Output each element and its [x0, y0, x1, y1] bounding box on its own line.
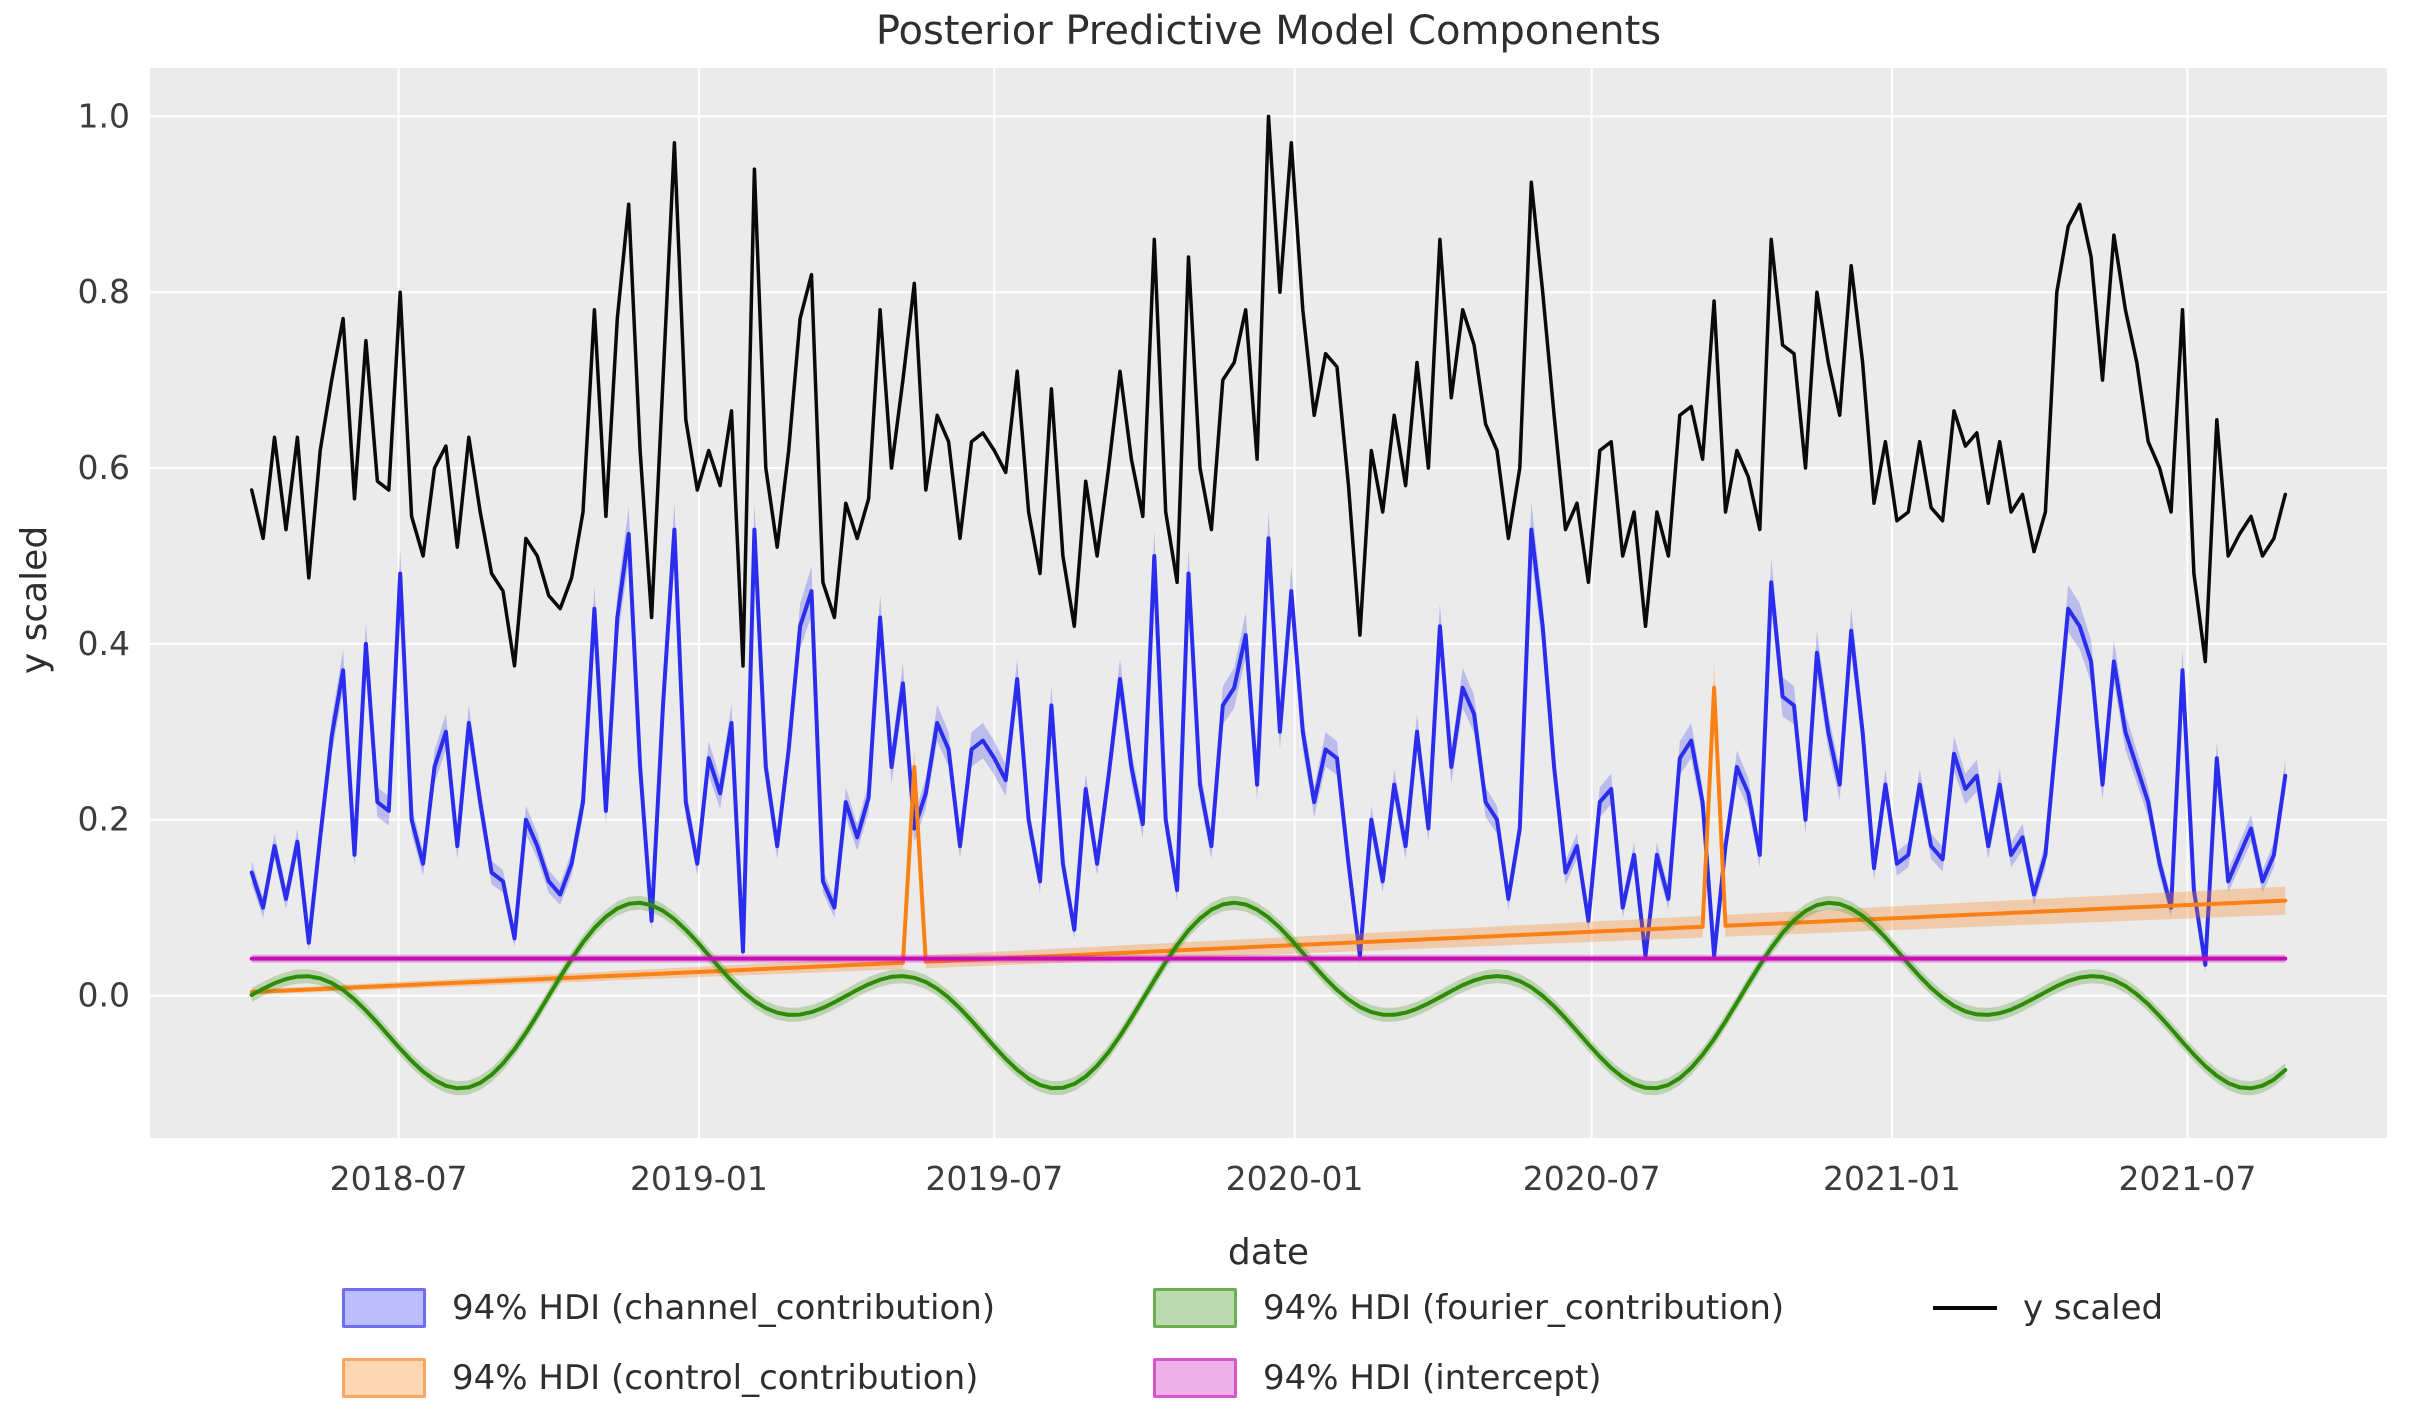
series-line-HDIfourier_contribution	[249, 900, 2288, 1091]
legend-column-3: y scaled	[1933, 1286, 2163, 1330]
legend-label: y scaled	[2023, 1288, 2164, 1328]
y-axis-label: y scaled	[14, 525, 55, 675]
x-axis-label: date	[1227, 1232, 1310, 1273]
legend-item-channel-contribution: 94% HDI (channel_contribution)	[342, 1286, 995, 1330]
legend-item-control-contribution: 94% HDI (control_contribution)	[342, 1356, 995, 1400]
y-tick-label: 0.4	[78, 624, 130, 663]
legend-item-fourier-contribution: 94% HDI (fourier_contribution)	[1153, 1286, 1784, 1330]
legend-label: 94% HDI (intercept)	[1263, 1358, 1602, 1398]
chart-title: Posterior Predictive Model Components	[875, 8, 1662, 54]
x-tick-label: 2021-07	[2118, 1159, 2256, 1198]
legend-column-2: 94% HDI (fourier_contribution) 94% HDI (…	[1153, 1286, 1784, 1400]
x-tick-label: 2020-01	[1226, 1159, 1364, 1198]
legend-column-1: 94% HDI (channel_contribution) 94% HDI (…	[342, 1286, 995, 1400]
series-line-HDIcontrol_contribution	[249, 685, 2288, 995]
y-tick-label: 0.2	[78, 800, 130, 839]
legend-item-intercept: 94% HDI (intercept)	[1153, 1356, 1784, 1400]
legend-label: 94% HDI (control_contribution)	[452, 1358, 979, 1398]
legend-item-y-scaled: y scaled	[1933, 1286, 2163, 1330]
legend-label: 94% HDI (fourier_contribution)	[1263, 1288, 1785, 1328]
x-tick-label: 2021-01	[1823, 1159, 1961, 1198]
y-scaled-line-sample-icon	[1933, 1306, 1997, 1310]
x-tick-label: 2020-07	[1523, 1159, 1661, 1198]
x-tick-label: 2018-07	[330, 1159, 468, 1198]
control-contribution-swatch-icon	[342, 1358, 426, 1398]
y-tick-label: 0.6	[78, 448, 130, 487]
x-tick-label: 2019-07	[925, 1159, 1063, 1198]
fourier-contribution-swatch-icon	[1153, 1288, 1237, 1328]
y-tick-label: 1.0	[78, 96, 130, 135]
y-tick-label: 0.0	[78, 976, 130, 1015]
channel-contribution-swatch-icon	[342, 1288, 426, 1328]
x-tick-label: 2019-01	[630, 1159, 768, 1198]
intercept-swatch-icon	[1153, 1358, 1237, 1398]
band-HDIfourier_contribution	[251, 895, 2286, 1096]
series-line-yscaled	[249, 114, 2288, 668]
legend-label: 94% HDI (channel_contribution)	[452, 1288, 996, 1328]
series-line-HDIchannel_contribution	[249, 527, 2288, 967]
y-tick-label: 0.8	[78, 272, 130, 311]
plot-area	[150, 68, 2387, 1138]
